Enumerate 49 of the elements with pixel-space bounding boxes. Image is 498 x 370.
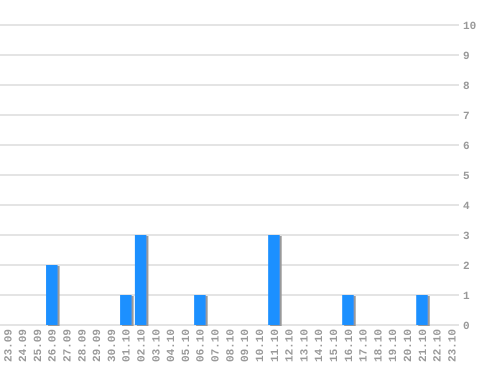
x-tick-label: 28.09 — [77, 329, 90, 362]
y-tick-label: 1 — [463, 290, 470, 303]
x-tick-label: 05.10 — [180, 329, 193, 362]
x-tick-label: 03.10 — [151, 329, 164, 362]
x-tick-label: 23.09 — [3, 329, 16, 362]
x-tick-label: 07.10 — [210, 329, 223, 362]
y-tick-label: 0 — [463, 320, 470, 333]
x-tick-label: 13.10 — [299, 329, 312, 362]
bar — [268, 235, 280, 325]
x-tick-label: 08.10 — [225, 329, 238, 362]
bar — [120, 295, 132, 325]
y-tick-label: 3 — [463, 230, 470, 243]
x-tick-label: 27.09 — [62, 329, 74, 362]
x-tick-label: 20.10 — [403, 329, 416, 362]
x-tick-label: 22.10 — [432, 329, 445, 362]
y-tick-label: 4 — [463, 200, 470, 213]
x-tick-label: 11.10 — [270, 329, 282, 362]
y-tick-label: 8 — [463, 80, 470, 93]
x-tick-label: 14.10 — [314, 329, 326, 362]
x-tick-label: 16.10 — [344, 329, 356, 362]
x-tick-label: 21.10 — [418, 329, 430, 362]
x-tick-label: 02.10 — [136, 329, 149, 362]
x-tick-label: 10.10 — [254, 329, 267, 362]
x-tick-label: 26.09 — [48, 329, 60, 362]
y-tick-label: 2 — [463, 260, 470, 273]
bar — [46, 265, 58, 325]
x-tick-label: 12.10 — [284, 329, 297, 362]
x-tick-label: 09.10 — [240, 329, 252, 362]
x-tick-label: 04.10 — [166, 329, 178, 362]
x-tick-label: 15.10 — [328, 329, 341, 362]
y-tick-label: 6 — [463, 140, 470, 153]
bar — [342, 295, 354, 325]
y-tick-label: 9 — [463, 50, 470, 63]
x-tick-label: 18.10 — [373, 329, 386, 362]
x-tick-label: 23.10 — [447, 329, 460, 362]
x-tick-label: 25.09 — [32, 329, 45, 362]
bar — [134, 235, 146, 325]
x-tick-label: 01.10 — [122, 329, 134, 362]
y-tick-label: 5 — [463, 170, 470, 183]
x-tick-label: 29.09 — [92, 329, 104, 362]
x-tick-label: 19.10 — [388, 329, 400, 362]
y-tick-label: 10 — [463, 20, 476, 33]
x-tick-label: 24.09 — [18, 329, 30, 362]
x-tick-label: 17.10 — [358, 329, 371, 362]
bar — [416, 295, 428, 325]
x-tick-label: 06.10 — [196, 329, 208, 362]
x-tick-label: 30.09 — [106, 329, 119, 362]
bar — [194, 295, 206, 325]
y-tick-label: 7 — [463, 110, 470, 123]
